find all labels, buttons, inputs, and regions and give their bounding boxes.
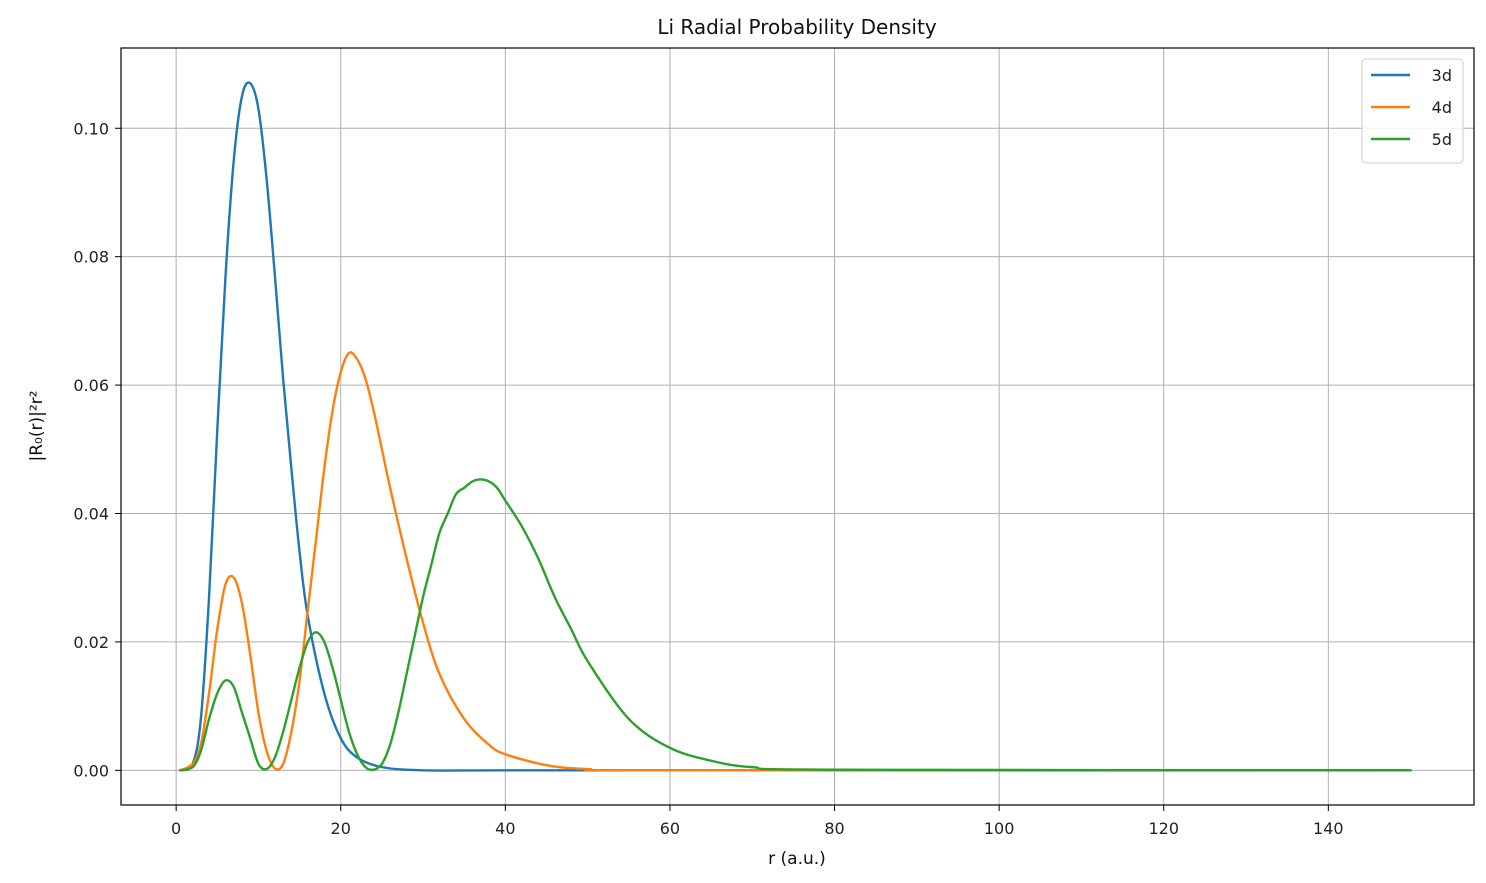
series-line-4d bbox=[179, 351, 1412, 772]
y-tick-label: 0.04 bbox=[73, 505, 109, 524]
axes-frame bbox=[120, 47, 1475, 806]
legend-box bbox=[1361, 58, 1464, 164]
chart-title: Li Radial Probability Density bbox=[657, 15, 936, 39]
y-axis-label: |R₀(r)|²r² bbox=[27, 391, 47, 462]
x-tick-label: 80 bbox=[824, 819, 844, 838]
legend: 3d 4d 5d bbox=[1361, 58, 1464, 164]
legend-label-4d: 4d bbox=[1432, 98, 1452, 117]
series-line-3d bbox=[179, 81, 1412, 772]
y-tick-label: 0.06 bbox=[73, 376, 109, 395]
x-tick-label: 100 bbox=[984, 819, 1015, 838]
x-tick-label: 20 bbox=[331, 819, 351, 838]
x-axis-label: r (a.u.) bbox=[768, 849, 826, 869]
series-lines bbox=[179, 81, 1412, 772]
grid-lines bbox=[121, 48, 1474, 805]
x-tick-label: 60 bbox=[660, 819, 680, 838]
x-tick-label: 0 bbox=[171, 819, 181, 838]
x-tick-label: 120 bbox=[1148, 819, 1179, 838]
x-tick-label: 40 bbox=[495, 819, 515, 838]
x-tick-label: 140 bbox=[1313, 819, 1344, 838]
x-axis-ticks: 0 20 40 60 80 100 120 140 bbox=[171, 805, 1344, 838]
y-tick-label: 0.08 bbox=[73, 248, 109, 267]
legend-label-5d: 5d bbox=[1432, 130, 1452, 149]
y-tick-label: 0.02 bbox=[73, 633, 109, 652]
y-tick-label: 0.00 bbox=[73, 761, 109, 780]
y-axis-ticks: 0.00 0.02 0.04 0.06 0.08 0.10 bbox=[73, 119, 121, 780]
series-line-5d bbox=[179, 478, 1412, 772]
y-tick-label: 0.10 bbox=[73, 119, 109, 138]
legend-label-3d: 3d bbox=[1432, 66, 1452, 85]
